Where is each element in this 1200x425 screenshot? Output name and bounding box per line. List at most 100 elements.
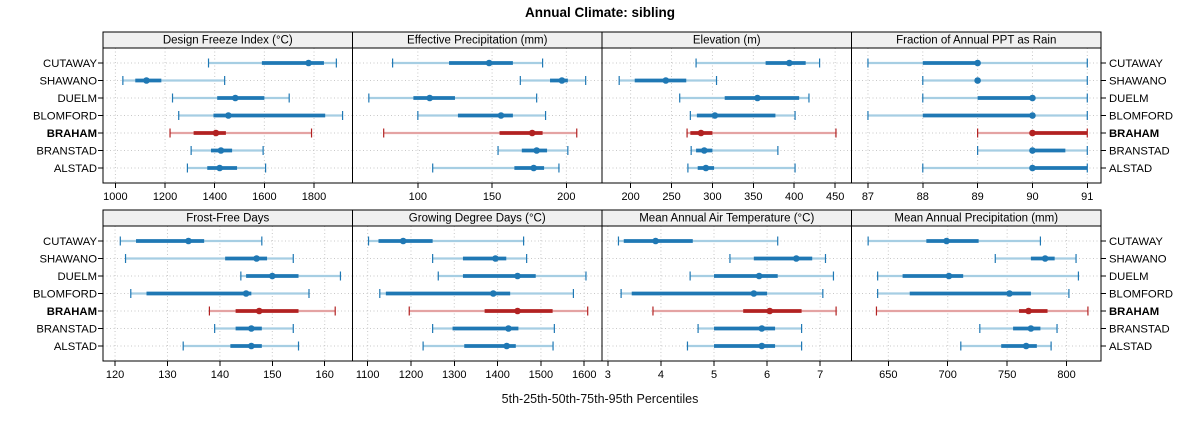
x-tick-label: 1200: [153, 191, 177, 203]
panel-strip-label: Mean Annual Precipitation (mm): [894, 213, 1058, 225]
y-axis-ticks: [1101, 62, 1106, 169]
median-dot: [786, 59, 793, 67]
median-dot: [1022, 342, 1030, 350]
percentile-row-braham: [977, 128, 1088, 138]
site-label-left: DUELM: [57, 271, 97, 283]
x-tick-label: 1100: [356, 369, 380, 381]
site-label-right: ALSTAD: [1109, 163, 1152, 175]
percentile-row-blomford: [867, 111, 1088, 120]
percentile-row-duelm: [679, 93, 810, 103]
percentile-row-duelm: [171, 93, 290, 103]
panel-strip-label: Frost-Free Days: [186, 213, 269, 225]
x-tick-label: 160: [316, 369, 334, 381]
percentile-row-branstad: [690, 146, 779, 155]
percentile-row-cutaway: [391, 58, 544, 68]
site-label-right: DUELM: [1109, 271, 1149, 283]
y-axis-ticks: [98, 62, 103, 169]
percentile-row-shawano: [124, 254, 294, 263]
site-label-right: SHAWANO: [1109, 76, 1167, 88]
panel-strip-label: Growing Degree Days (°C): [409, 213, 546, 225]
median-dot: [216, 164, 223, 172]
x-tick-label: 1400: [202, 191, 226, 203]
panel-mean-annual-precipitation-mm: Mean Annual Precipitation (mm) 650 700 750 8…: [851, 209, 1106, 381]
panel-growing-degree-days-c: Growing Degree Days (°C) 1100 1200 1300 1400…: [352, 209, 603, 381]
median-dot: [505, 325, 512, 332]
percentile-row-branstad: [432, 324, 555, 333]
x-tick-label: 90: [1026, 191, 1038, 203]
x-tick-label: 91: [1081, 191, 1093, 203]
site-label-left: BRANSTAD: [36, 324, 97, 336]
percentile-row-alstad: [686, 341, 803, 351]
percentile-row-cutaway: [207, 58, 337, 68]
x-axis: 100 150 200: [409, 183, 576, 203]
x-axis: 1100 1200 1300 1400 1500 1600: [356, 361, 596, 381]
x-tick-label: 1600: [572, 369, 596, 381]
median-dot: [1029, 164, 1036, 172]
percentile-row-branstad: [214, 324, 294, 333]
y-axis-ticks: [98, 240, 103, 347]
percentile-row-duelm: [922, 93, 1088, 103]
median-dot: [754, 94, 761, 102]
panel-strip: [851, 31, 1102, 49]
panel-strip-label: Mean Annual Air Temperature (°C): [639, 213, 814, 225]
median-dot: [492, 255, 499, 262]
site-label-left: BRANSTAD: [36, 146, 97, 158]
median-dot: [1029, 112, 1036, 119]
percentile-row-blomford: [877, 289, 1070, 298]
percentile-row-alstad: [922, 163, 1088, 173]
median-dot: [253, 255, 260, 262]
site-label-left: CUTAWAY: [43, 236, 97, 248]
panel-strip-label: Effective Precipitation (mm): [407, 35, 548, 47]
percentile-row-duelm: [689, 271, 835, 281]
median-dot: [974, 59, 981, 67]
y-axis-ticks: [1101, 240, 1106, 347]
percentile-row-branstad: [697, 324, 803, 333]
site-label-right: BRANSTAD: [1109, 146, 1170, 158]
x-tick-label: 450: [826, 191, 844, 203]
x-axis: 1000 1200 1400 1600 1800: [103, 183, 326, 203]
percentile-row-braham: [383, 128, 578, 138]
median-dot: [750, 290, 758, 297]
percentile-row-alstad: [960, 341, 1052, 351]
site-label-left: BRAHAM: [47, 306, 97, 318]
site-label-left: BLOMFORD: [33, 111, 97, 123]
percentile-row-alstad: [182, 341, 300, 351]
percentile-row-alstad: [422, 341, 554, 351]
median-dot: [530, 164, 537, 172]
x-tick-label: 800: [1057, 369, 1075, 381]
percentile-row-cutaway: [119, 236, 263, 246]
site-label-left: BRAHAM: [47, 128, 97, 140]
median-dot: [489, 290, 497, 297]
x-tick-label: 250: [662, 191, 680, 203]
median-dot: [755, 272, 763, 280]
panel-strip-label: Design Freeze Index (°C): [163, 35, 293, 47]
percentile-row-branstad: [497, 146, 569, 155]
x-tick-label: 700: [939, 369, 957, 381]
percentile-row-braham: [169, 128, 313, 138]
percentile-row-blomford: [130, 289, 310, 298]
x-tick-label: 200: [557, 191, 575, 203]
panel-mean-annual-air-temperature-c: Mean Annual Air Temperature (°C) 3 4 5 6 7: [601, 209, 852, 381]
percentile-row-blomford: [689, 111, 796, 120]
median-dot: [662, 77, 670, 84]
percentile-row-blomford: [417, 111, 547, 120]
median-dot: [758, 342, 766, 350]
x-tick-label: 400: [785, 191, 803, 203]
percentile-row-blomford: [620, 289, 824, 298]
percentile-row-shawano: [922, 76, 1088, 85]
median-dot: [945, 272, 953, 280]
percentile-row-cutaway: [867, 236, 1042, 246]
x-tick-label: 650: [879, 369, 897, 381]
row-labels-bottom-grid: CUTAWAY CUTAWAY SHAWANO SHAWANO DUELM DUELM BL…: [33, 236, 1173, 353]
percentile-row-shawano: [122, 76, 226, 85]
percentile-row-branstad: [979, 324, 1058, 333]
median-dot: [792, 255, 800, 262]
x-axis: 120 130 140 150 160: [106, 361, 334, 381]
percentile-row-blomford: [379, 289, 575, 298]
percentile-row-braham: [208, 306, 336, 316]
x-tick-label: 1200: [399, 369, 423, 381]
median-dot: [143, 77, 150, 84]
x-axis: 3 4 5 6 7: [605, 361, 823, 381]
percentile-row-cutaway: [617, 236, 779, 246]
median-dot: [305, 59, 312, 67]
